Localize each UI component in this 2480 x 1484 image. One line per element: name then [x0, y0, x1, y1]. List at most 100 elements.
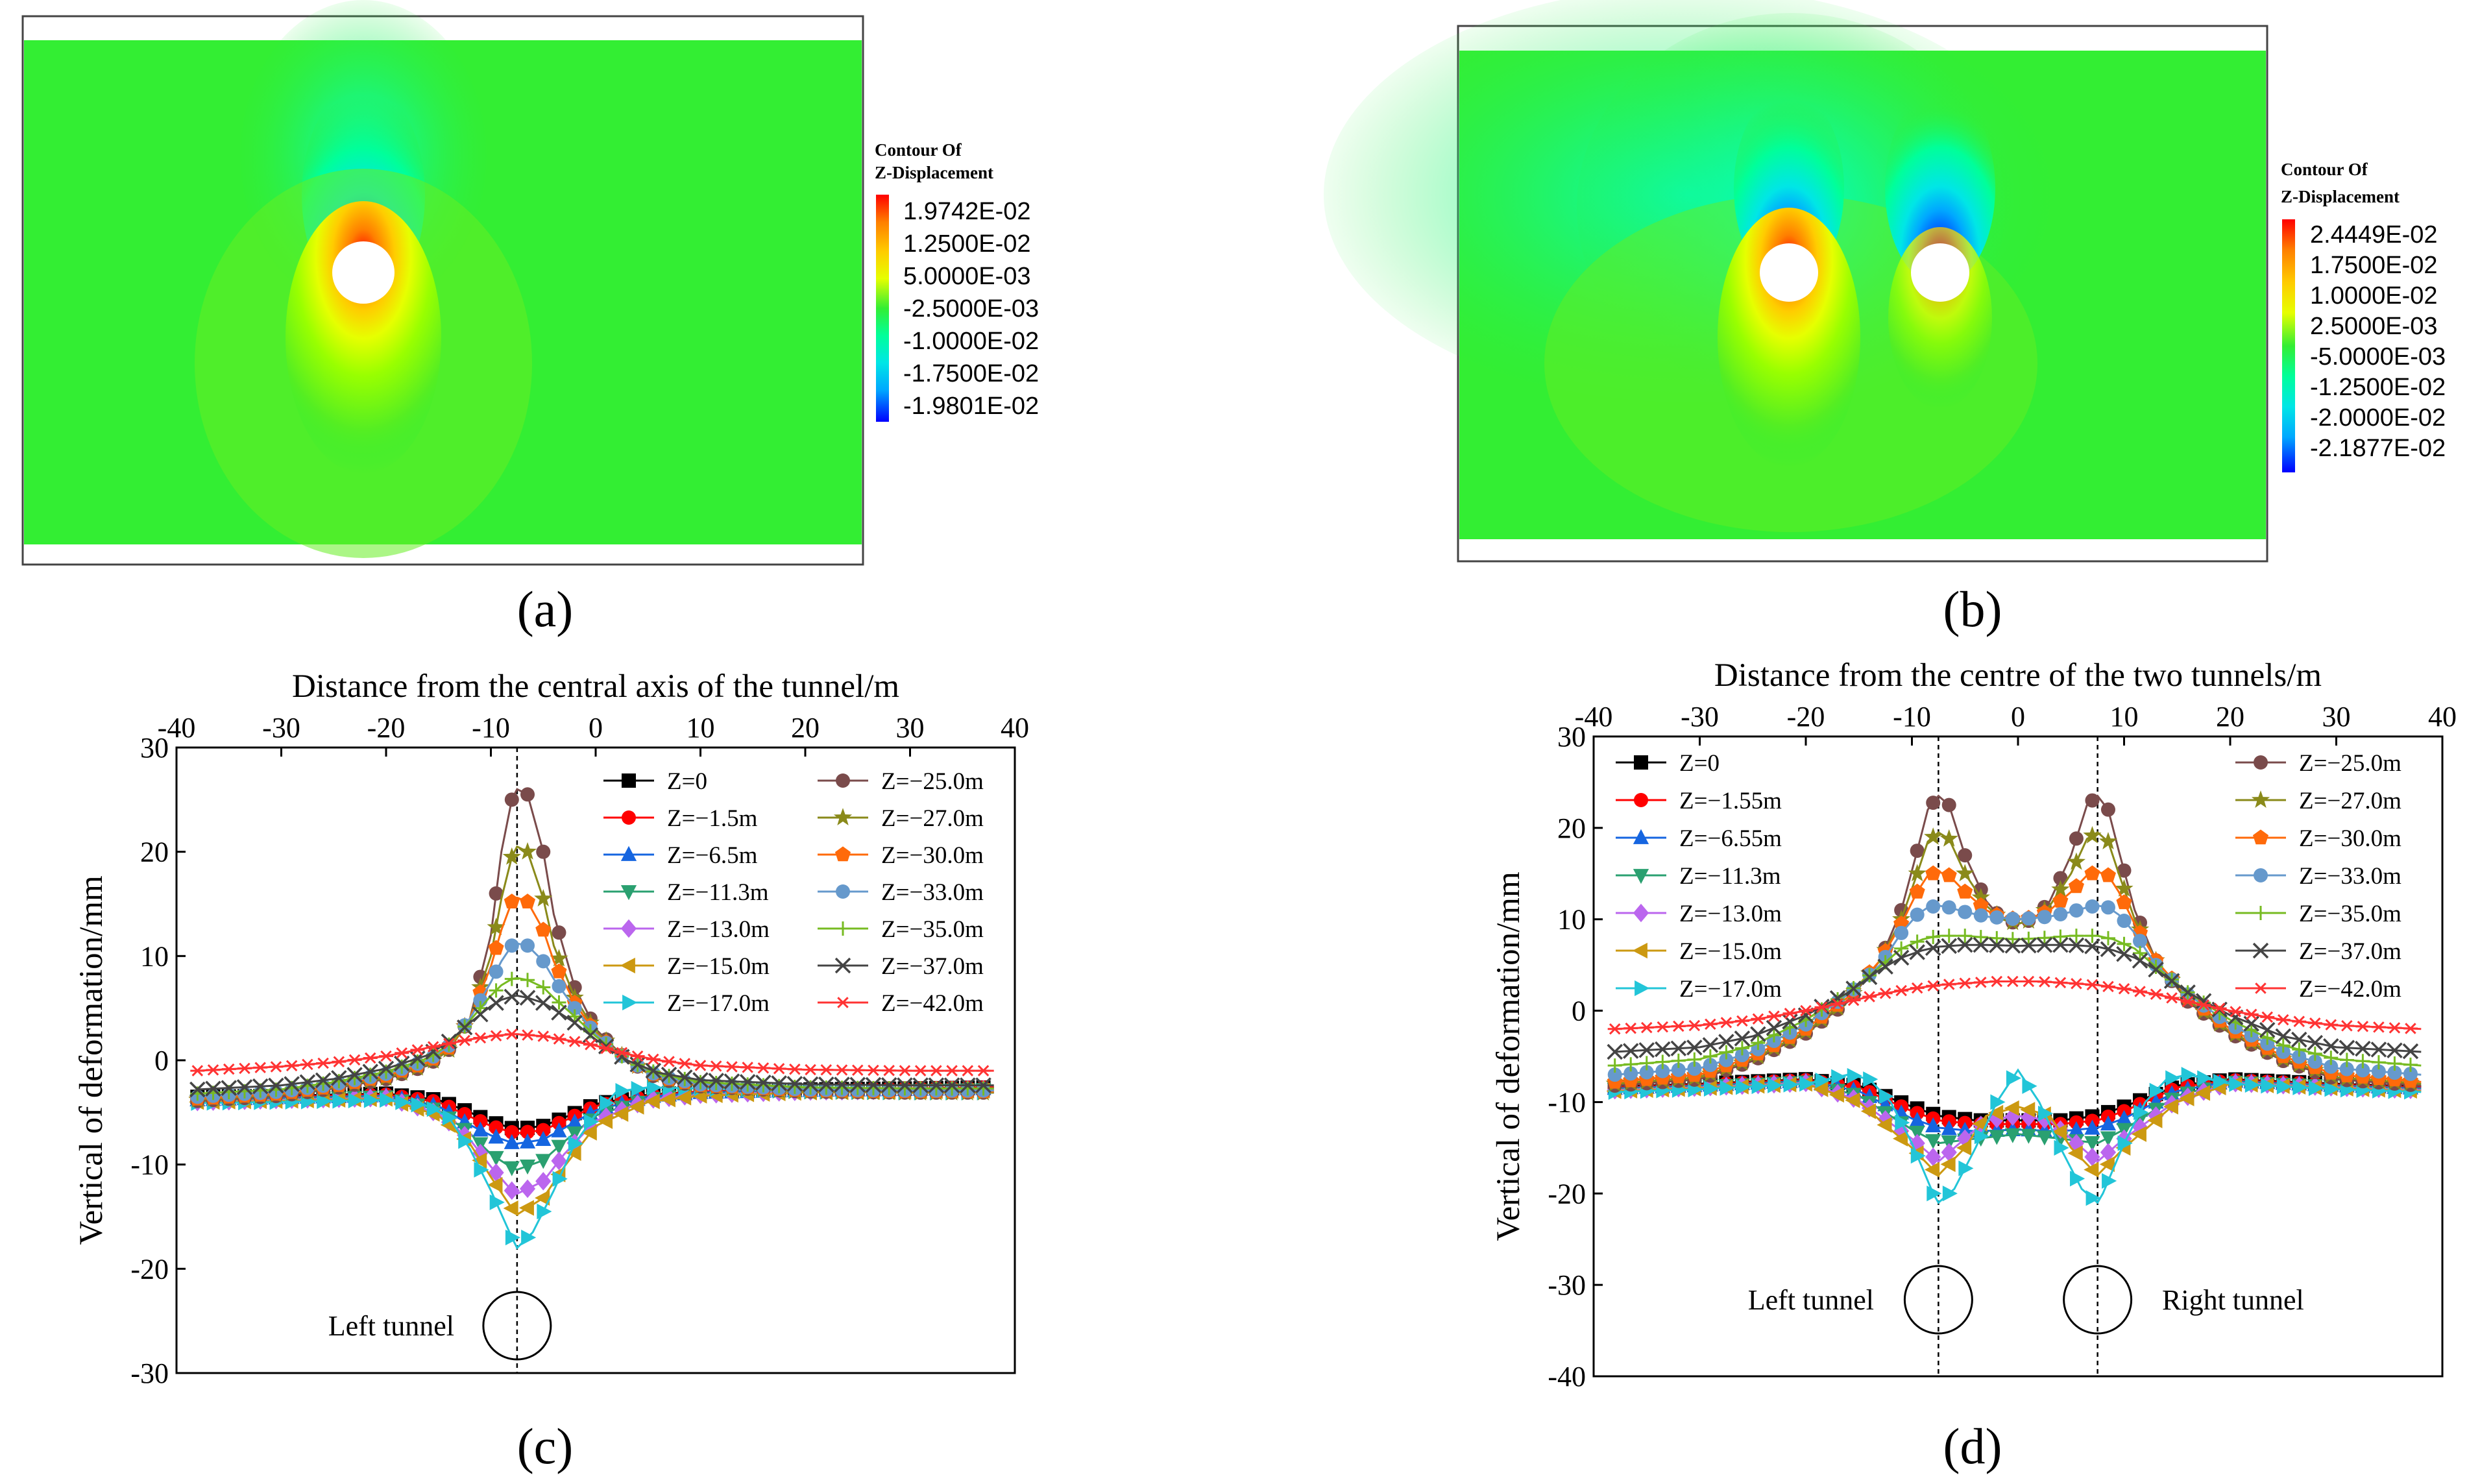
legend-value: 1.0000E-02: [2310, 282, 2438, 310]
legend-entry: Z=−6.5m: [603, 842, 758, 869]
data-point: [472, 1121, 489, 1137]
data-point: [550, 949, 568, 967]
data-point: [662, 1056, 677, 1067]
color-scale-b: [2282, 219, 2295, 472]
data-point: [190, 1065, 205, 1077]
data-point: [535, 1130, 552, 1147]
data-point: [833, 808, 853, 826]
data-point: [622, 994, 638, 1011]
data-point: [1908, 864, 1927, 882]
data-point: [331, 1070, 347, 1086]
legend-value: 2.4449E-02: [2310, 221, 2438, 249]
legend-value: -2.1877E-02: [2310, 435, 2446, 462]
legend-entry: Z=−25.0m: [818, 768, 984, 795]
y-tick-label: -30: [130, 1357, 169, 1389]
data-point: [504, 792, 519, 807]
data-point: [2068, 1121, 2085, 1136]
data-point: [1686, 1040, 1703, 1056]
data-point: [2084, 865, 2100, 881]
data-point: [488, 940, 504, 955]
data-point: [598, 1038, 614, 1054]
data-point: [332, 1056, 346, 1068]
data-point: [2339, 1062, 2354, 1077]
legend-label: Z=−33.0m: [2299, 863, 2401, 890]
data-point: [1925, 1134, 1941, 1149]
data-point: [504, 894, 520, 909]
data-point: [976, 1081, 991, 1096]
data-point: [519, 1160, 536, 1175]
data-point: [551, 963, 567, 979]
data-point: [2085, 929, 2100, 943]
series-12: [189, 988, 994, 1098]
data-point: [2115, 879, 2134, 897]
data-point: [1941, 1135, 1957, 1151]
data-point: [489, 886, 504, 901]
panel-label-b: (b): [1943, 581, 2002, 637]
data-point: [661, 1066, 677, 1083]
data-point: [2339, 1052, 2354, 1067]
data-point: [487, 1176, 503, 1193]
data-point: [2069, 929, 2084, 943]
data-point: [755, 1075, 772, 1091]
data-point: [1638, 1042, 1655, 1058]
data-point: [622, 773, 636, 788]
data-point: [2053, 929, 2068, 944]
data-point: [536, 844, 551, 859]
data-point: [897, 1065, 912, 1077]
data-point: [2163, 1099, 2178, 1115]
data-point: [236, 1079, 253, 1095]
data-point: [411, 1097, 426, 1113]
data-point: [2051, 880, 2070, 897]
data-point: [393, 1055, 410, 1072]
data-point: [1703, 1018, 1718, 1030]
data-point: [1941, 867, 1957, 882]
data-point: [551, 1151, 567, 1171]
data-point: [1893, 949, 1910, 966]
data-point: [2355, 1063, 2370, 1078]
data-point: [536, 1030, 551, 1042]
data-point: [2229, 1076, 2244, 1092]
data-point: [535, 921, 552, 937]
data-point: [284, 1060, 299, 1072]
data-point: [2085, 1190, 2101, 1206]
data-point: [1973, 977, 1988, 988]
data-point: [552, 979, 566, 993]
data-point: [2244, 1077, 2260, 1093]
data-point: [1670, 1040, 1687, 1056]
data-point: [1910, 907, 1925, 922]
data-point: [581, 1125, 597, 1141]
data-point: [1939, 829, 1958, 847]
legend-entry: Z=−13.0m: [603, 916, 770, 943]
data-point: [1894, 984, 1909, 997]
legend-label: Z=−30.0m: [881, 842, 984, 869]
data-point: [2069, 978, 2084, 990]
data-point: [943, 1077, 960, 1093]
data-point: [2084, 1147, 2100, 1167]
data-point: [620, 885, 637, 901]
data-point: [1607, 1023, 1622, 1035]
data-point: [2037, 910, 2052, 925]
data-point: [2085, 899, 2100, 914]
data-point: [2355, 1021, 2370, 1032]
data-point: [221, 1080, 237, 1096]
data-point: [646, 1053, 661, 1065]
data-point: [819, 1064, 834, 1076]
y-tick-label: 20: [140, 836, 169, 868]
data-point: [740, 1077, 755, 1092]
data-point: [2179, 1090, 2194, 1106]
data-point: [1766, 1028, 1781, 1043]
legend-entry: Z=−33.0m: [2235, 863, 2401, 890]
data-point: [2100, 1131, 2117, 1147]
data-point: [1623, 1022, 1638, 1034]
data-point: [2254, 868, 2268, 882]
data-point: [2261, 1078, 2276, 1094]
data-point: [362, 1064, 379, 1080]
data-point: [503, 1200, 518, 1217]
data-point: [1925, 1147, 1941, 1167]
data-point: [2053, 871, 2068, 886]
data-point: [2254, 755, 2268, 770]
data-point: [1862, 991, 1877, 1003]
data-point: [1655, 1021, 1670, 1033]
legend-title-a-1: Contour Of: [875, 140, 962, 160]
data-point: [1734, 1041, 1749, 1056]
